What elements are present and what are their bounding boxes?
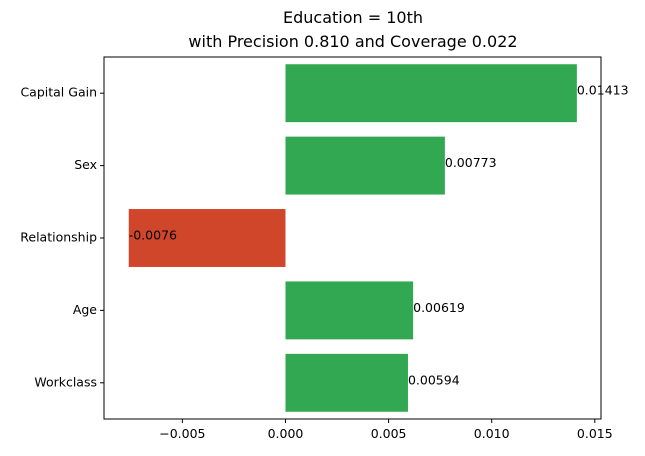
bar-age <box>285 281 414 340</box>
chart-subtitle: with Precision 0.810 and Coverage 0.022 <box>188 32 517 51</box>
x-tick-label: 0.015 <box>577 426 613 441</box>
x-axis: −0.005 0.000 0.005 0.010 0.015 <box>159 419 613 441</box>
value-labels-group: 0.01413 0.00773 -0.0076 0.00619 0.00594 <box>129 83 629 388</box>
bars-group <box>128 64 577 412</box>
y-tick-label: Age <box>73 302 97 317</box>
y-tick-label: Relationship <box>20 230 97 245</box>
plot-frame <box>103 56 602 420</box>
x-tick-label: −0.005 <box>159 426 205 441</box>
y-tick-label: Capital Gain <box>20 85 97 100</box>
bar-capital-gain <box>285 64 577 123</box>
x-tick-label: 0.000 <box>268 426 304 441</box>
bar-relationship <box>128 209 286 267</box>
y-axis: Capital Gain Sex Relationship Age Workclass <box>20 85 104 389</box>
y-tick-label: Sex <box>74 157 97 172</box>
bar-sex <box>285 136 445 195</box>
y-tick-label: Workclass <box>34 374 97 389</box>
value-label: 0.00594 <box>408 372 460 387</box>
value-label: 0.00773 <box>445 155 497 170</box>
bar-workclass <box>285 353 408 412</box>
value-label: 0.00619 <box>413 300 465 315</box>
value-label: 0.01413 <box>577 83 629 98</box>
chart-title: Education = 10th <box>283 8 423 27</box>
x-tick-label: 0.010 <box>474 426 510 441</box>
value-label: -0.0076 <box>129 228 177 243</box>
x-tick-label: 0.005 <box>371 426 407 441</box>
